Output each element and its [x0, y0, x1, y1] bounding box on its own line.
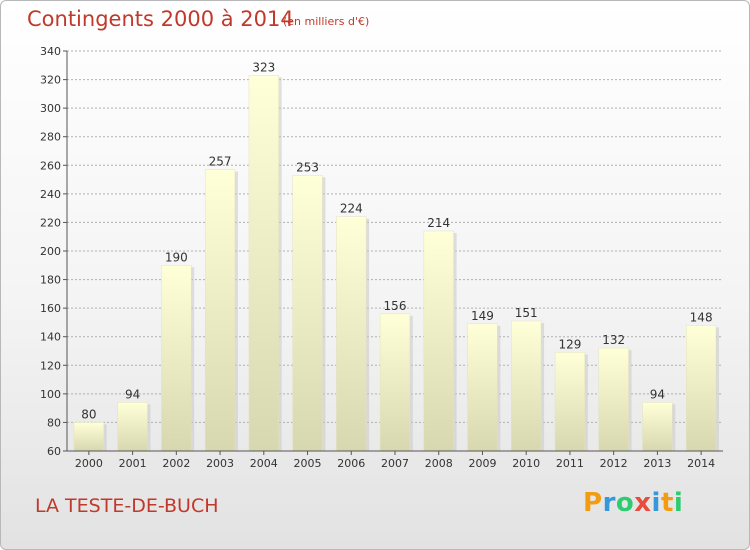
x-tick-label: 2013 — [643, 457, 671, 470]
bar-2003 — [204, 169, 236, 452]
logo-letter: x — [634, 488, 652, 518]
bar-2005 — [292, 175, 323, 452]
y-tick-label: 260 — [40, 159, 61, 172]
bar-value-label: 224 — [340, 202, 363, 216]
bar-2004 — [248, 75, 279, 452]
logo-letter: t — [660, 488, 674, 518]
y-tick-label: 100 — [40, 388, 61, 401]
bar-2000 — [73, 422, 104, 452]
bar-2006 — [336, 216, 367, 452]
y-tick-label: 140 — [40, 331, 61, 344]
y-tick-label: 280 — [40, 131, 61, 144]
bar-value-label: 257 — [209, 155, 232, 169]
x-tick-label: 2014 — [687, 457, 715, 470]
bar-value-label: 190 — [165, 250, 188, 264]
x-tick-label: 2008 — [425, 457, 453, 470]
bar-value-label: 214 — [427, 216, 450, 230]
y-tick-label: 120 — [40, 359, 61, 372]
bar-2007 — [379, 313, 411, 452]
y-tick-label: 220 — [40, 216, 61, 229]
bar-value-label: 149 — [471, 309, 494, 323]
logo-letter: o — [615, 488, 635, 518]
bar-value-label: 151 — [515, 306, 538, 320]
x-tick-label: 2007 — [381, 457, 409, 470]
bar-2002 — [161, 265, 192, 452]
axes: 60 80 100 120 140 160 180 200 220 240 260 280 300 320… — [40, 45, 723, 470]
x-tick-label: 2004 — [250, 457, 278, 470]
x-tick-label: 2006 — [337, 457, 365, 470]
x-tick-label: 2011 — [556, 457, 584, 470]
chart-subtitle: (en milliers d'€) — [283, 15, 370, 28]
proxiti-logo: Proxiti — [583, 488, 683, 518]
y-tick-label: 240 — [40, 188, 61, 201]
place-name: LA TESTE-DE-BUCH — [35, 495, 219, 517]
logo-letter: P — [583, 488, 603, 518]
bar-2010 — [511, 320, 542, 452]
bar-2011 — [554, 352, 586, 452]
bar-2009 — [467, 323, 498, 452]
x-tick-label: 2003 — [206, 457, 234, 470]
y-tick-label: 320 — [40, 74, 61, 87]
bar-value-label: 156 — [384, 299, 407, 313]
bar-value-label: 80 — [81, 407, 96, 421]
y-tick-label: 180 — [40, 274, 61, 287]
y-tick-label: 300 — [40, 102, 61, 115]
y-tick-label: 60 — [47, 445, 61, 458]
bar-value-label: 129 — [558, 337, 581, 351]
bar-value-label: 323 — [252, 60, 275, 74]
y-tick-label: 80 — [47, 416, 61, 429]
x-tick-label: 2009 — [468, 457, 496, 470]
bar-value-label: 94 — [650, 387, 665, 401]
y-tick-label: 160 — [40, 302, 61, 315]
bar-2001 — [117, 402, 148, 452]
bar-2014 — [686, 325, 717, 452]
bars: 80 94 190 257 323 253 224 156 214 149 151 129 132 94 1… — [73, 60, 720, 452]
logo-letter: i — [651, 488, 661, 518]
bar-2013 — [642, 402, 673, 452]
bar-value-label: 132 — [602, 333, 625, 347]
bar-2012 — [598, 347, 629, 452]
bar-value-label: 148 — [690, 310, 713, 324]
logo-letter: r — [602, 488, 616, 518]
x-tick-label: 2010 — [512, 457, 540, 470]
x-tick-label: 2005 — [294, 457, 322, 470]
bar-2008 — [423, 230, 454, 452]
y-tick-label: 340 — [40, 45, 61, 58]
bar-value-label: 253 — [296, 160, 319, 174]
x-tick-label: 2012 — [600, 457, 628, 470]
logo-letter: i — [673, 488, 684, 518]
x-tick-label: 2000 — [75, 457, 103, 470]
chart-title: Contingents 2000 à 2014 — [27, 7, 294, 31]
bar-value-label: 94 — [125, 387, 140, 401]
y-tick-label: 200 — [40, 245, 61, 258]
x-tick-label: 2001 — [119, 457, 147, 470]
x-tick-label: 2002 — [162, 457, 190, 470]
